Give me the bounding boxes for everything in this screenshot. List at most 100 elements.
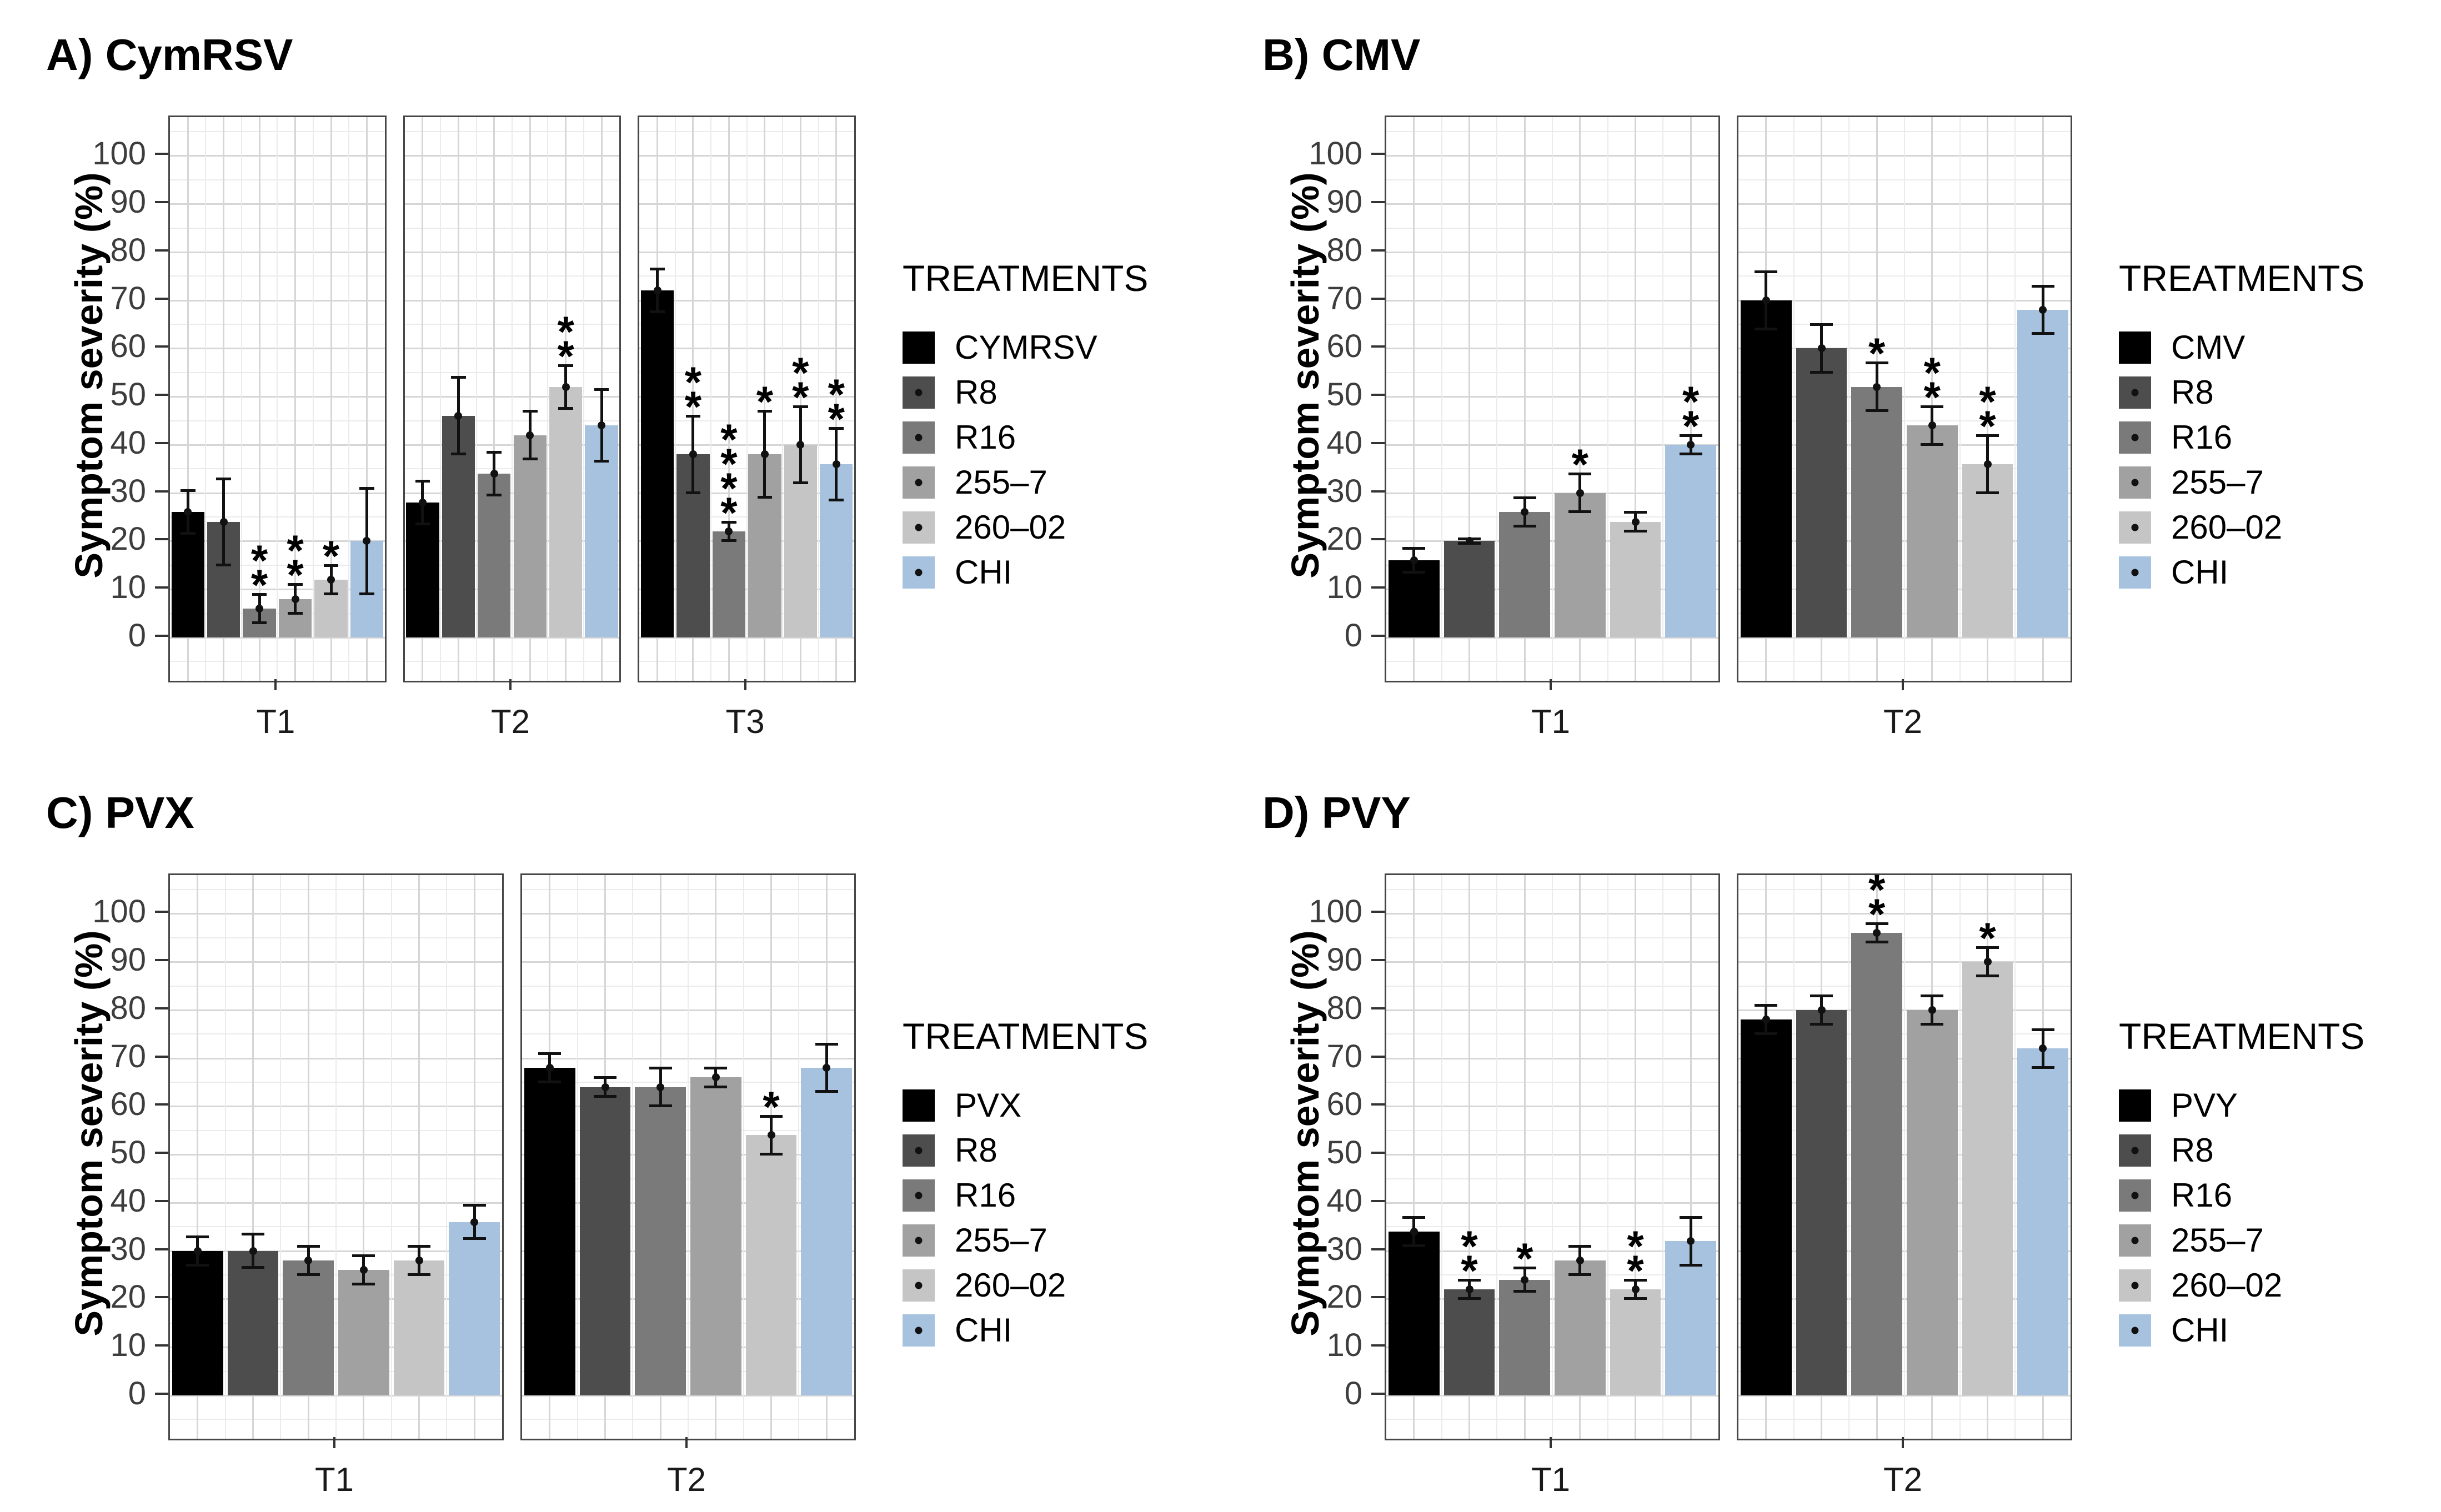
bar-a-T3-R16 <box>712 531 746 637</box>
significance-stars: * * * * <box>720 418 738 534</box>
mean-point <box>363 537 371 545</box>
mean-point <box>1928 421 1936 430</box>
legend-swatch-CYMRSV <box>903 331 935 364</box>
gridline-v <box>252 875 254 1439</box>
y-tick-label-a: 50 <box>110 376 146 413</box>
mean-point <box>2039 306 2047 314</box>
gridline-v <box>258 117 260 681</box>
gridline-v <box>240 117 242 681</box>
significance-stars: * <box>1868 331 1885 375</box>
y-tick-label-c: 0 <box>128 1375 146 1411</box>
gridline-v <box>335 875 337 1439</box>
y-tick-d <box>1371 1152 1385 1154</box>
gridline-v <box>1413 117 1415 681</box>
error-cap-top <box>538 1052 562 1055</box>
mean-point <box>1631 518 1640 526</box>
error-cap-top <box>558 364 573 367</box>
legend-swatch-255–7 <box>2119 466 2151 499</box>
gridline-v <box>294 117 297 681</box>
gridline-v <box>330 117 332 681</box>
y-tick-d <box>1371 1392 1385 1395</box>
y-tick-label-d: 80 <box>1326 989 1362 1026</box>
legend-point-marker <box>915 569 923 576</box>
error-cap-bottom <box>288 611 303 615</box>
y-tick-b <box>1371 538 1385 541</box>
error-cap-top <box>352 1254 375 1258</box>
gridline-v <box>1441 117 1442 681</box>
facet-d-T1: * * * * * <box>1385 873 1720 1440</box>
bar-b-T1-R16 <box>1499 512 1550 637</box>
error-cap-top <box>721 520 736 524</box>
asterisk: * <box>1461 1245 1478 1295</box>
error-cap-top <box>450 376 466 379</box>
error-cap-top <box>1457 1278 1481 1282</box>
mean-point <box>598 421 606 430</box>
asterisk: * <box>557 307 574 356</box>
significance-stars: * <box>756 380 773 423</box>
significance-stars: * * <box>1923 348 1941 419</box>
bar-b-T1-260–02 <box>1610 521 1661 637</box>
facet-label-T2: T2 <box>490 703 530 740</box>
legend-point-marker <box>2131 1147 2139 1154</box>
gridline-v <box>1552 875 1553 1439</box>
error-cap-bottom <box>1810 1022 1833 1026</box>
mean-point <box>1928 1006 1936 1014</box>
gridline-v <box>1579 875 1581 1439</box>
gridline-v <box>422 117 424 681</box>
y-tick-a <box>155 586 168 589</box>
error-cap-bottom <box>297 1273 320 1277</box>
error-cap-top <box>252 592 267 596</box>
mean-point <box>193 1247 202 1255</box>
legend-point-marker <box>915 1237 923 1244</box>
significance-stars: * <box>323 534 339 577</box>
mean-point <box>1521 508 1529 516</box>
error-cap-top <box>1568 1244 1592 1248</box>
legend-item-PVY: PVY <box>2119 1083 2364 1128</box>
asterisk: * <box>720 463 738 513</box>
error-cap-bottom <box>2031 1066 2054 1069</box>
legend-swatch-255–7 <box>2119 1224 2151 1257</box>
facet-label-T1: T1 <box>1531 703 1571 740</box>
error-cap-bottom <box>2031 332 2054 335</box>
legend-swatch-260–02 <box>2119 1269 2151 1302</box>
bar-d-T2-260–02 <box>1962 962 2013 1395</box>
legend-label-255–7: 255–7 <box>2171 1222 2264 1259</box>
legend-swatch-255–7 <box>903 466 935 499</box>
legend-title-c: TREATMENTS <box>903 1016 1149 1057</box>
gridline-v <box>1793 117 1795 681</box>
error-cap-bottom <box>359 592 374 595</box>
gridline-v <box>1441 875 1442 1439</box>
bar-b-T2-CHI <box>2017 310 2068 637</box>
y-tick-label-b: 0 <box>1344 617 1362 654</box>
y-tick-d <box>1371 911 1385 913</box>
facet-d-T2: * * * <box>1737 868 2072 1440</box>
bar-c-T1-260–02 <box>393 1260 445 1395</box>
gridline-v <box>473 875 475 1439</box>
mean-point <box>796 440 805 449</box>
error-cap-bottom <box>721 539 736 542</box>
mean-point <box>1817 344 1826 353</box>
y-tick-a <box>155 201 168 204</box>
y-tick-label-c: 10 <box>110 1327 146 1364</box>
error-cap-bottom <box>407 1273 431 1277</box>
gridline-v <box>1793 875 1795 1439</box>
mean-point <box>656 1083 665 1091</box>
gridline-v <box>493 117 495 681</box>
y-tick-label-d: 100 <box>1309 893 1362 930</box>
asterisk: * <box>1923 348 1941 397</box>
x-tick-T3 <box>744 679 746 690</box>
error-cap-bottom <box>704 1085 728 1088</box>
y-tick-b <box>1371 634 1385 637</box>
legend-point-marker <box>915 389 923 396</box>
y-tick-label-d: 70 <box>1326 1038 1362 1074</box>
y-tick-label-a: 30 <box>110 473 146 509</box>
asterisk: * <box>1627 1221 1644 1270</box>
x-tick-T1 <box>1550 679 1552 690</box>
gridline-v <box>511 117 513 681</box>
legend-point-marker <box>2131 569 2139 576</box>
legend-label-R16: R16 <box>2171 419 2233 456</box>
legend-label-PVX: PVX <box>955 1087 1022 1124</box>
error-cap-bottom <box>829 498 844 501</box>
legend-swatch-R8 <box>2119 376 2151 409</box>
mean-point <box>359 1266 368 1274</box>
